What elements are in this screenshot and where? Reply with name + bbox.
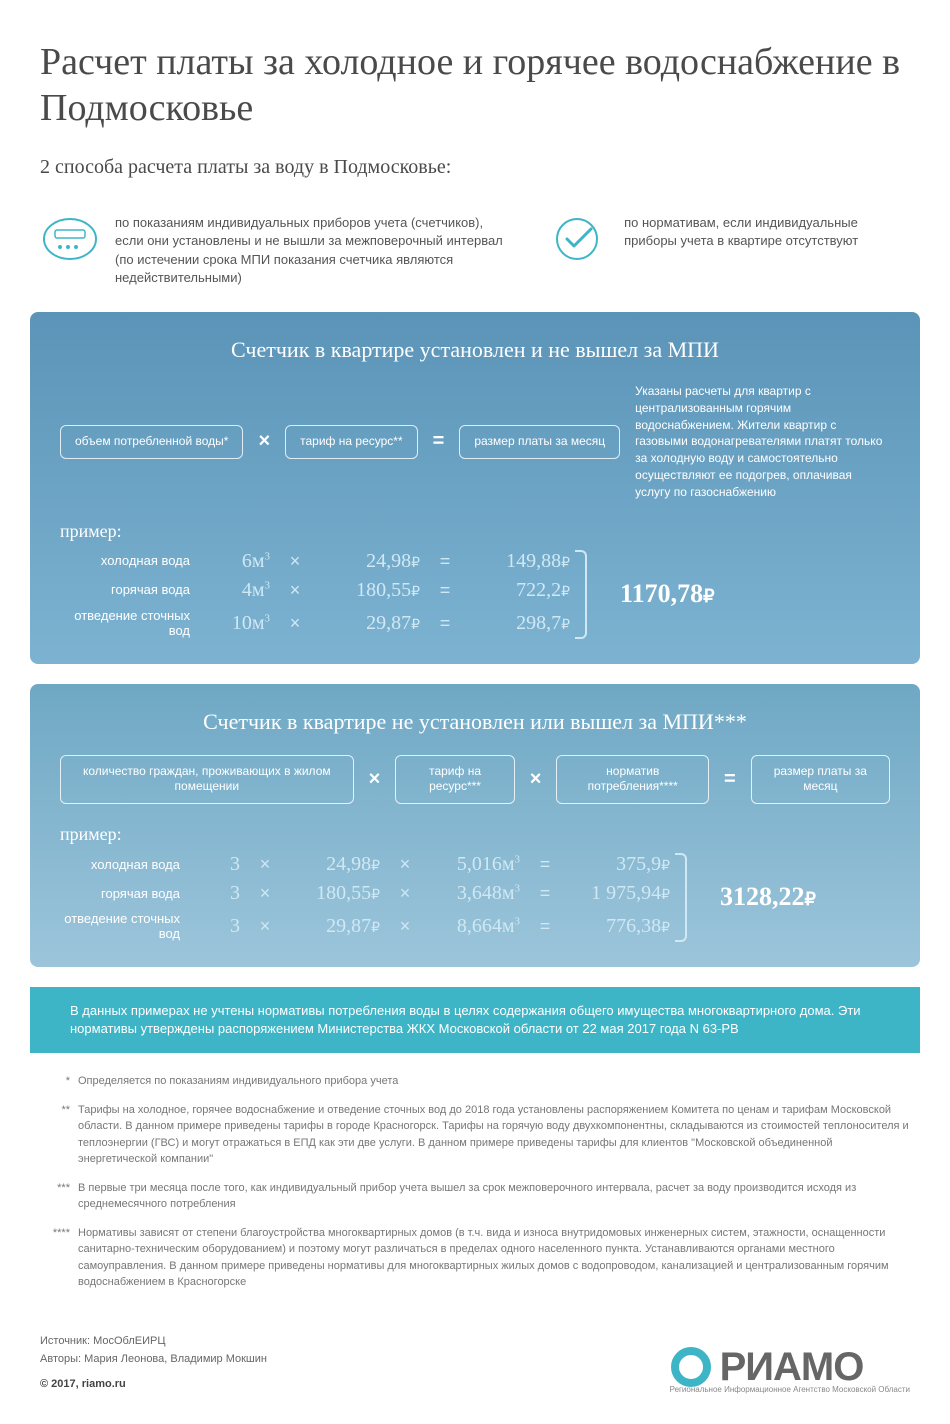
meter-icon [40, 214, 100, 264]
formula-box-result: размер платы за месяц [751, 755, 890, 804]
example-label: пример: [60, 824, 890, 845]
equals-op: = [433, 430, 445, 453]
fn-mark-1: * [40, 1073, 70, 1090]
formula-box-result: размер платы за месяц [459, 425, 620, 459]
total-2: 3128,22₽ [720, 882, 816, 912]
formula-desc: Указаны расчеты для квартир с централизо… [635, 383, 890, 501]
source-block: Источник: МосОблЕИРЦ Авторы: Мария Леоно… [40, 1333, 267, 1394]
panel-with-meter: Счетчик в квартире установлен и не вышел… [30, 312, 920, 664]
times-op: × [258, 430, 270, 453]
logo-icon [670, 1346, 712, 1388]
logo-text: РИАМО [720, 1345, 864, 1390]
formula-box-rate: тариф на ресурс** [285, 425, 417, 459]
logo-subtitle: Региональное Информационное Агентство Мо… [670, 1385, 910, 1394]
row-label: горячая вода [60, 582, 190, 598]
val-result: 149,88₽ [470, 550, 570, 573]
bracket [675, 853, 687, 942]
formula-box-rate: тариф на ресурс*** [395, 755, 515, 804]
methods-row: по показаниям индивидуальных приборов уч… [0, 199, 950, 312]
total-1: 1170,78₽ [620, 579, 715, 609]
fn-mark-2: ** [40, 1102, 70, 1168]
calc-grid-1: холодная вода 6м3 × 24,98₽ = 149,88₽ 117… [60, 550, 890, 639]
fn-text-2: Тарифы на холодное, горячее водоснабжени… [78, 1102, 910, 1168]
val-volume: 6м3 [200, 550, 270, 573]
example-label: пример: [60, 521, 890, 542]
row-label: холодная вода [60, 553, 190, 569]
bracket [575, 550, 587, 639]
source-text: Источник: МосОблЕИРЦ [40, 1333, 267, 1351]
copyright: © 2017, riamo.ru [40, 1376, 267, 1394]
val-rate: 24,98₽ [320, 550, 420, 573]
subtitle: 2 способа расчета платы за воду в Подмос… [40, 156, 910, 179]
row-label: холодная вода [60, 857, 180, 873]
fn-mark-4: **** [40, 1225, 70, 1291]
panel1-title: Счетчик в квартире установлен и не вышел… [60, 337, 890, 363]
row-label: отведение сточных вод [60, 608, 190, 639]
panel2-title: Счетчик в квартире не установлен или выш… [60, 709, 890, 735]
formula-box-norm: норматив потребления**** [556, 755, 709, 804]
footnotes: * Определяется по показаниям индивидуальн… [0, 1053, 950, 1323]
fn-mark-3: *** [40, 1180, 70, 1213]
fn-text-1: Определяется по показаниям индивидуально… [78, 1073, 398, 1090]
row-label: отведение сточных вод [60, 911, 180, 942]
formula-box-volume: объем потребленной воды* [60, 425, 243, 459]
formula-box-people: количество граждан, проживающих в жилом … [60, 755, 354, 804]
row-label: горячая вода [60, 886, 180, 902]
calc-grid-2: холодная вода 3 × 24,98₽ × 5,016м3 = 375… [60, 853, 890, 942]
method-norm-text: по нормативам, если индивидуальные прибо… [624, 214, 910, 250]
logo-block: РИАМО Региональное Информационное Агентс… [670, 1345, 910, 1394]
authors-text: Авторы: Мария Леонова, Владимир Мокшин [40, 1351, 267, 1369]
fn-text-4: Нормативы зависят от степени благоустрой… [78, 1225, 910, 1291]
check-icon [549, 214, 609, 264]
note-bar: В данных примерах не учтены нормативы по… [30, 987, 920, 1053]
fn-text-3: В первые три месяца после того, как инди… [78, 1180, 910, 1213]
method-meter-text: по показаниям индивидуальных приборов уч… [115, 214, 509, 287]
panel-no-meter: Счетчик в квартире не установлен или выш… [30, 684, 920, 967]
page-title: Расчет платы за холодное и горячее водос… [40, 40, 910, 131]
